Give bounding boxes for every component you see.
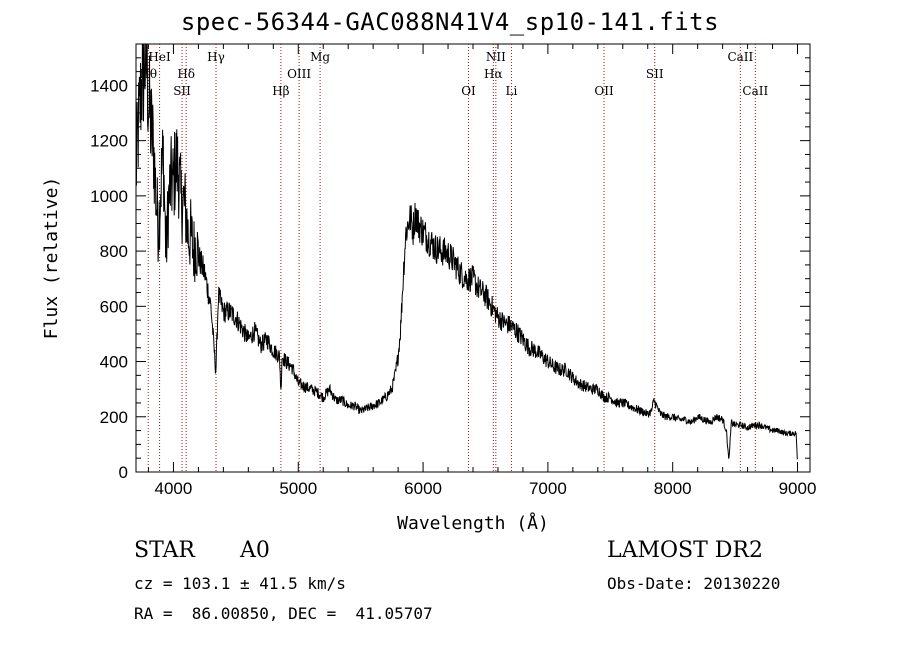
x-tick-label: 4000 (155, 479, 193, 498)
line-marker-label: Hγ (207, 50, 225, 64)
line-marker-label: OIII (287, 67, 311, 81)
y-tick-label: 800 (100, 242, 128, 261)
line-marker-label: Hα (484, 67, 503, 81)
y-tick-label: 0 (119, 463, 128, 482)
line-marker-label: Mg (310, 50, 330, 64)
line-marker-label: Li (506, 84, 518, 98)
redshift-velocity: cz = 103.1 ± 41.5 km/s (134, 574, 346, 593)
y-tick-label: 1400 (90, 76, 128, 95)
line-marker-label: Hδ (177, 67, 195, 81)
object-class: STAR (134, 538, 195, 563)
line-marker-label: OII (594, 84, 614, 98)
y-tick-label: 400 (100, 353, 128, 372)
line-marker-label: SII (173, 84, 191, 98)
y-tick-label: 200 (100, 408, 128, 427)
line-marker-label: SII (646, 67, 664, 81)
line-marker-label: HeI (148, 50, 171, 64)
y-tick-label: 600 (100, 297, 128, 316)
x-tick-label: 7000 (529, 479, 567, 498)
plot-frame (135, 43, 811, 473)
x-axis-label: Wavelength (Å) (397, 512, 549, 534)
line-marker-label: NII (486, 50, 506, 64)
x-tick-label: 5000 (279, 479, 317, 498)
x-tick-label: 8000 (654, 479, 692, 498)
coordinates: RA = 86.00850, DEC = 41.05707 (134, 604, 433, 623)
line-marker-label: CaII (727, 50, 753, 64)
y-axis-label: Flux (relative) (41, 177, 62, 340)
line-marker-label: Hβ (272, 84, 289, 98)
y-tick-label: 1200 (90, 132, 128, 151)
object-subclass: A0 (240, 538, 270, 563)
line-marker-label: OI (461, 84, 476, 98)
survey-name: LAMOST DR2 (607, 538, 763, 563)
chart-title: spec-56344-GAC088N41V4_sp10-141.fits (180, 8, 720, 36)
x-tick-label: 9000 (779, 479, 817, 498)
observation-date: Obs-Date: 20130220 (607, 574, 781, 593)
x-tick-label: 6000 (404, 479, 442, 498)
line-marker-label: CaII (742, 84, 768, 98)
y-tick-label: 1000 (90, 187, 128, 206)
spectrum-line (135, 43, 798, 460)
